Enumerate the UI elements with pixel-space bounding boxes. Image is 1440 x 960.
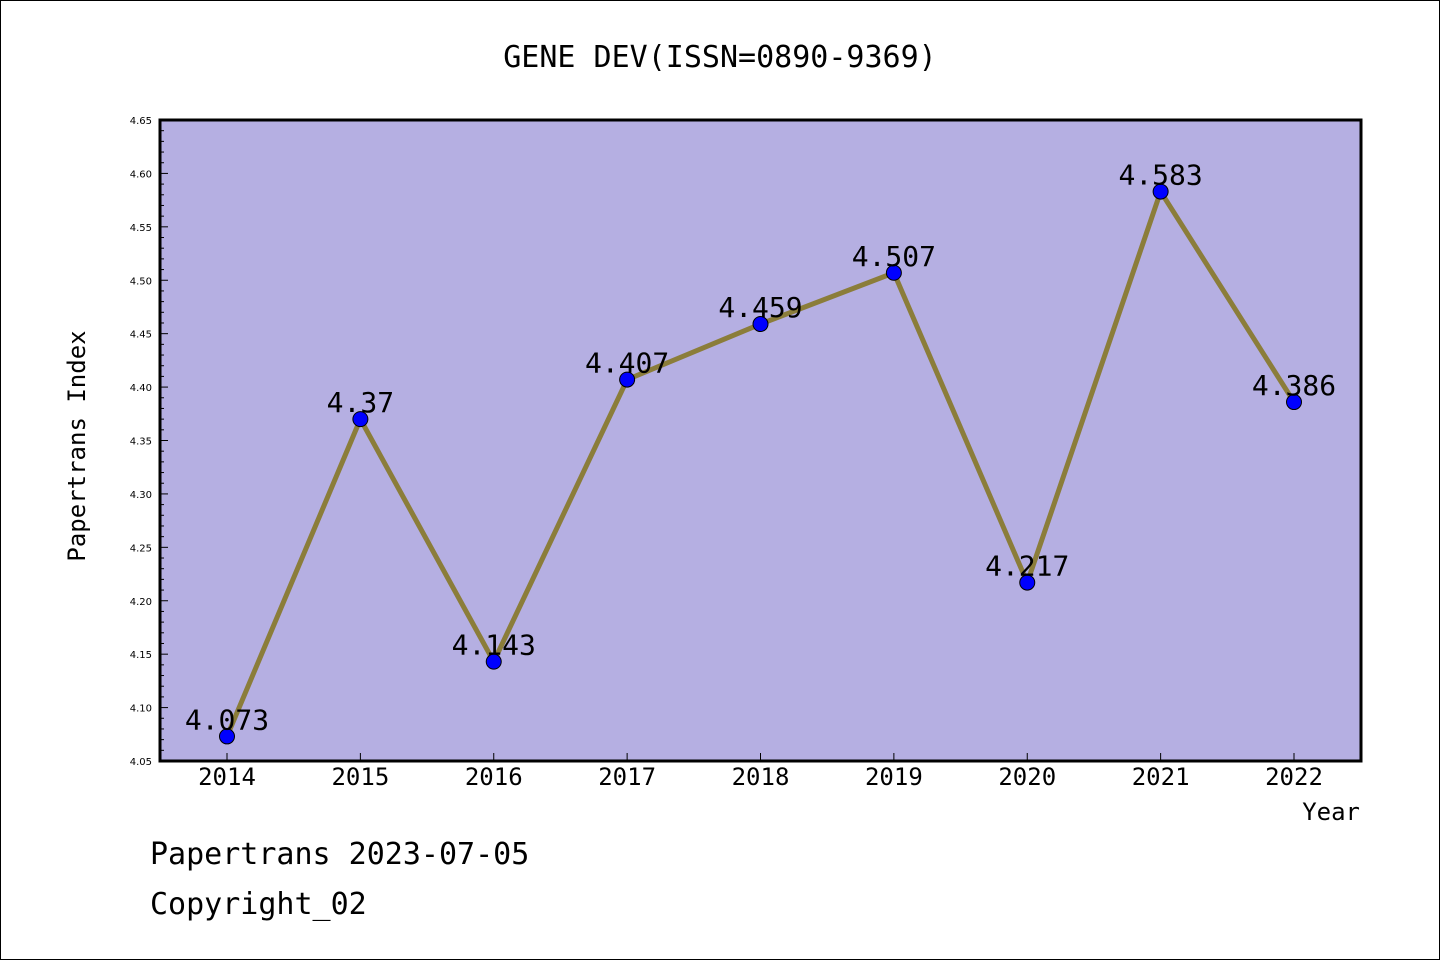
y-tick-label: 4.50	[130, 276, 152, 287]
data-point	[1286, 394, 1302, 411]
y-axis: 4.05 4.10 4.15 4.20 4.25 4.30 4.35 4.40 4.45 4.50…	[130, 116, 168, 768]
y-tick-label: 4.05	[130, 757, 152, 768]
data-label: 4.143	[452, 629, 536, 662]
footer-date: Papertrans 2023-07-05	[150, 837, 529, 872]
plot-area	[158, 118, 1363, 763]
y-tick-label: 4.65	[130, 116, 152, 127]
y-tick-label: 4.30	[130, 490, 152, 501]
data-label: 4.217	[985, 550, 1069, 583]
y-tick-label: 4.35	[130, 437, 152, 448]
data-label: 4.507	[852, 240, 936, 273]
data-series: 4.073 4.37 4.143 4.407 4.459 4.507 4.217 4.583 4…	[185, 159, 1336, 745]
y-axis-label: Papertrans Index	[63, 330, 91, 561]
data-point	[219, 728, 235, 745]
x-tick-label: 2018	[732, 763, 790, 791]
data-point	[619, 371, 636, 388]
x-tick-label: 2016	[465, 763, 523, 791]
chart-title: GENE DEV(ISSN=0890-9369)	[503, 40, 936, 75]
data-point	[352, 411, 369, 428]
data-point	[485, 653, 502, 670]
data-label: 4.459	[718, 291, 802, 324]
data-point	[1019, 574, 1036, 591]
x-tick-label: 2019	[865, 763, 923, 791]
data-label: 4.407	[585, 347, 669, 380]
data-label: 4.37	[327, 386, 394, 419]
y-tick-label: 4.55	[130, 223, 152, 234]
data-label: 4.386	[1252, 369, 1336, 402]
data-label: 4.073	[185, 703, 269, 736]
y-tick-label: 4.40	[130, 383, 152, 394]
x-tick-label: 2022	[1265, 763, 1323, 791]
x-tick-label: 2014	[198, 763, 256, 791]
y-tick-label: 4.15	[130, 650, 152, 661]
x-tick-label: 2021	[1132, 763, 1190, 791]
x-tick-label: 2015	[331, 763, 389, 791]
y-tick-label: 4.10	[130, 704, 152, 715]
data-point	[752, 316, 769, 333]
footer-copyright: Copyright_02	[150, 887, 367, 922]
x-axis-label: Year	[1302, 798, 1360, 826]
y-tick-label: 4.45	[130, 330, 152, 341]
x-tick-label: 2020	[998, 763, 1056, 791]
x-axis: 2014 2015 2016 2017 2018 2019 2020 2021 2022	[198, 753, 1323, 791]
x-tick-label: 2017	[598, 763, 656, 791]
data-label: 4.583	[1118, 159, 1202, 192]
y-tick-label: 4.20	[130, 597, 152, 608]
y-tick-label: 4.25	[130, 543, 152, 554]
data-point	[885, 264, 902, 281]
data-point	[1152, 183, 1169, 200]
y-tick-label: 4.60	[130, 169, 152, 180]
